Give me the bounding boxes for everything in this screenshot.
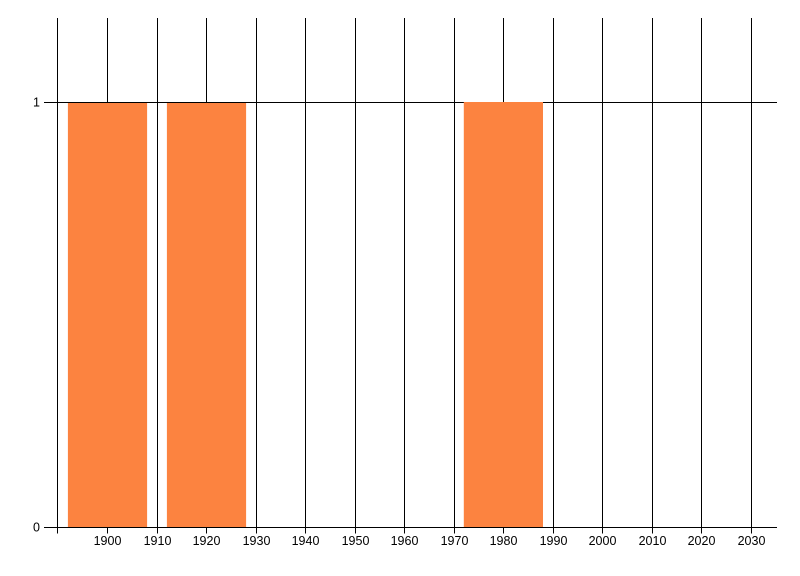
bar-1892-1908 <box>67 102 148 528</box>
x-tick-label-1960: 1960 <box>391 534 419 548</box>
bar-1912-1928 <box>166 102 247 528</box>
x-tick-label-1950: 1950 <box>342 534 370 548</box>
y-tick-label-0: 0 <box>33 521 40 535</box>
y-tick-label-1: 1 <box>33 96 40 110</box>
x-tick-label-1970: 1970 <box>441 534 469 548</box>
x-tick-label-1990: 1990 <box>540 534 568 548</box>
x-tick-label-1910: 1910 <box>144 534 172 548</box>
x-tick-label-2020: 2020 <box>688 534 716 548</box>
x-tick-label-1900: 1900 <box>94 534 122 548</box>
bar-1972-1988 <box>463 102 543 528</box>
x-tick-label-2010: 2010 <box>639 534 667 548</box>
x-tick-label-1940: 1940 <box>292 534 320 548</box>
x-tick-label-1980: 1980 <box>490 534 518 548</box>
x-tick-label-1920: 1920 <box>193 534 221 548</box>
x-tick-label-1930: 1930 <box>243 534 271 548</box>
x-tick-label-2000: 2000 <box>589 534 617 548</box>
x-tick-label-2030: 2030 <box>738 534 766 548</box>
